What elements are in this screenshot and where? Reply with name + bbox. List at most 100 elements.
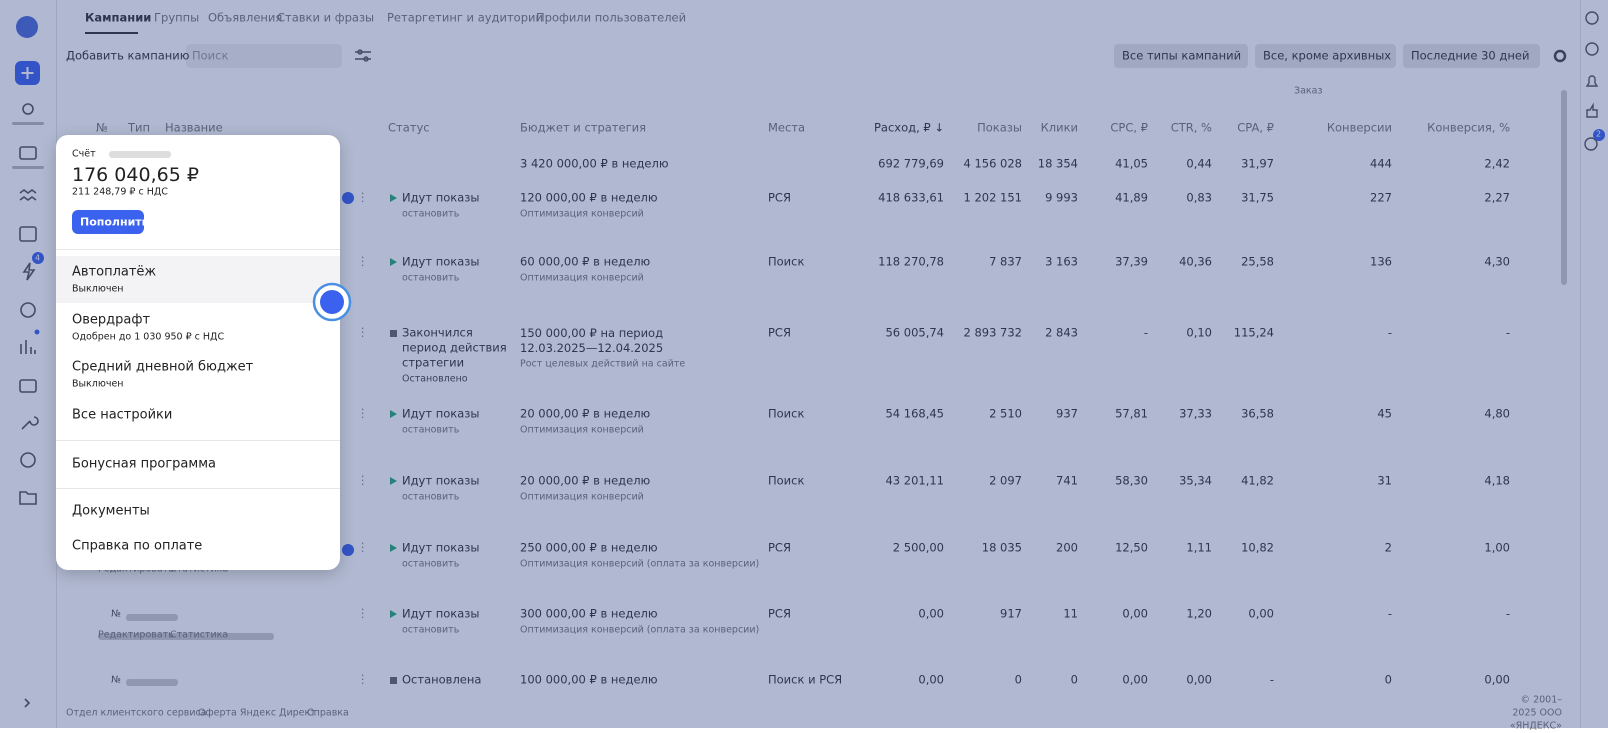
place: РСЯ xyxy=(768,606,791,621)
row-menu[interactable]: ⋮ xyxy=(357,473,369,487)
row-menu[interactable]: ⋮ xyxy=(357,672,369,686)
cell: 11 xyxy=(1063,606,1078,621)
filter-dropdown[interactable]: Все типы кампаний xyxy=(1122,48,1242,63)
column-header[interactable]: Статус xyxy=(388,120,430,135)
place: Поиск и РСЯ xyxy=(768,672,843,687)
cell: 43 201,11 xyxy=(885,473,944,488)
budget: 120 000,00 ₽ в неделю xyxy=(520,190,658,205)
place: РСЯ xyxy=(768,325,791,340)
cell: 31,75 xyxy=(1241,190,1274,205)
tab[interactable]: Ретаргетинг и аудитории xyxy=(387,10,543,25)
click-indicator xyxy=(312,282,352,322)
tab[interactable]: Кампании xyxy=(85,10,152,25)
cell: 0,00 xyxy=(1122,672,1148,687)
row-menu[interactable]: ⋮ xyxy=(357,254,369,268)
cell: 1,20 xyxy=(1186,606,1212,621)
status-action[interactable]: остановить xyxy=(402,272,460,284)
badge: 4 xyxy=(35,253,41,263)
cell: 917 xyxy=(1000,606,1022,621)
place: Поиск xyxy=(768,473,805,488)
menu-item[interactable]: Справка по оплате xyxy=(72,538,203,554)
cell: 1,00 xyxy=(1484,540,1510,555)
column-header[interactable]: Бюджет и стратегия xyxy=(520,120,647,135)
column-header[interactable]: Клики xyxy=(1040,120,1078,135)
column-header[interactable]: Тип xyxy=(128,120,151,135)
hover-row xyxy=(56,256,340,303)
total-budget: 3 420 000,00 ₽ в неделю xyxy=(520,156,669,171)
column-header[interactable]: Показы xyxy=(977,120,1022,135)
footer-link[interactable]: Справка xyxy=(307,707,349,719)
row-menu[interactable]: ⋮ xyxy=(357,325,369,339)
footer-link[interactable]: Отдел клиентского сервиса xyxy=(66,707,207,719)
column-header[interactable]: Название xyxy=(165,120,223,135)
budget: 20 000,00 ₽ в неделю xyxy=(520,406,651,421)
group-header: Заказ xyxy=(1294,85,1323,97)
sidebar-icons xyxy=(19,103,39,708)
cell: 57,81 xyxy=(1115,406,1148,421)
menu-item[interactable]: Средний дневной бюджет xyxy=(72,359,254,375)
cell: 36,58 xyxy=(1241,406,1274,421)
place: Поиск xyxy=(768,406,805,421)
filter-icon[interactable] xyxy=(355,49,371,62)
filter-boxes xyxy=(1114,44,1540,68)
cell: 418 633,61 xyxy=(878,190,944,205)
divider xyxy=(56,440,340,441)
right-icons xyxy=(1584,11,1599,151)
budget: 100 000,00 ₽ в неделю xyxy=(520,672,658,687)
tab[interactable]: Профили пользователей xyxy=(536,10,687,25)
strategy: Оптимизация конверсий (оплата за конверс… xyxy=(520,558,760,570)
badge: 2 xyxy=(1596,129,1602,139)
cell: 741 xyxy=(1056,473,1078,488)
column-header[interactable]: Конверсия, % xyxy=(1427,120,1510,135)
column-header[interactable]: Расход, ₽ ↓ xyxy=(873,120,944,135)
row-link[interactable]: Статистика xyxy=(170,629,229,641)
tab[interactable]: Объявления xyxy=(208,10,283,25)
status-action[interactable]: остановить xyxy=(402,208,460,220)
settings-icon[interactable] xyxy=(1553,49,1567,63)
cell: 937 xyxy=(1056,406,1078,421)
row-menu[interactable]: ⋮ xyxy=(357,540,369,554)
topup-button[interactable] xyxy=(72,210,144,234)
column-header[interactable]: № xyxy=(96,120,108,135)
column-header[interactable]: Места xyxy=(768,120,806,135)
row-menu[interactable]: ⋮ xyxy=(357,190,369,204)
search-box[interactable] xyxy=(186,44,342,68)
tab[interactable]: Ставки и фразы xyxy=(277,10,375,25)
status-action[interactable]: остановить xyxy=(402,424,460,436)
column-header[interactable]: CTR, % xyxy=(1170,120,1212,135)
place: РСЯ xyxy=(768,540,791,555)
status-action[interactable]: остановить xyxy=(402,558,460,570)
menu-item[interactable]: Овердрафт xyxy=(72,312,151,328)
menu-item[interactable]: Бонусная программа xyxy=(72,456,216,472)
sidebar-bar xyxy=(12,122,44,125)
menu-item[interactable]: Документы xyxy=(72,503,150,519)
cell: - xyxy=(1387,325,1392,340)
add-campaign[interactable]: Добавить кампанию xyxy=(66,48,190,63)
column-header[interactable]: CPA, ₽ xyxy=(1237,120,1274,135)
status-icon xyxy=(390,477,397,485)
cell: 0,00 xyxy=(1248,606,1274,621)
status-icon xyxy=(390,258,397,266)
menu-item[interactable]: Все настройки xyxy=(72,407,173,423)
column-header[interactable]: CPC, ₽ xyxy=(1110,120,1148,135)
row-link[interactable]: Редактировать xyxy=(98,629,174,641)
cell: 9 993 xyxy=(1045,190,1078,205)
status-action[interactable]: остановить xyxy=(402,624,460,636)
topup-label[interactable]: Пополнить xyxy=(80,215,149,229)
row-menu[interactable]: ⋮ xyxy=(357,406,369,420)
filter-dropdown[interactable]: Все, кроме архивных xyxy=(1263,48,1392,63)
strategy: Рост целевых действий на сайте xyxy=(520,358,686,370)
column-header[interactable]: Конверсии xyxy=(1326,120,1392,135)
row-menu[interactable]: ⋮ xyxy=(357,606,369,620)
cell: 12,50 xyxy=(1115,540,1148,555)
status-action[interactable]: остановить xyxy=(402,491,460,503)
badge-bg xyxy=(32,252,44,264)
cell: 0,00 xyxy=(1122,606,1148,621)
total-cell: 444 xyxy=(1370,156,1392,171)
menu-item[interactable]: Автоплатёж xyxy=(72,264,157,280)
filter-dropdown[interactable]: Последние 30 дней xyxy=(1411,48,1530,63)
tab[interactable]: Группы xyxy=(154,10,200,25)
balance: 176 040,65 ₽ xyxy=(72,164,199,186)
cell: 37,33 xyxy=(1179,406,1212,421)
footer-link[interactable]: Оферта Яндекс Директ xyxy=(198,707,316,719)
